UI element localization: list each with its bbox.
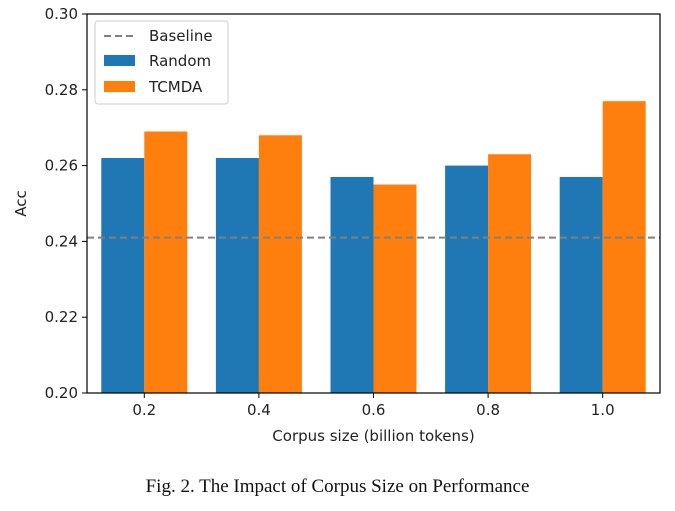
bar-random-1.0	[559, 176, 603, 393]
legend-random-swatch	[104, 55, 135, 66]
figure-caption: Fig. 2. The Impact of Corpus Size on Per…	[145, 476, 530, 497]
bar-tcmda-0.4	[258, 135, 302, 393]
x-tick-label: 0.8	[476, 401, 500, 419]
legend-baseline-label: Baseline	[149, 27, 213, 45]
y-tick-label: 0.24	[45, 232, 78, 250]
legend-tcmda-label: TCMDA	[148, 78, 203, 96]
y-axis: 0.20 0.22 0.24 0.26 0.28 0.30	[45, 5, 87, 402]
bar-random-0.8	[445, 165, 489, 393]
bar-tcmda-0.8	[488, 154, 532, 393]
bar-chart: 0.20 0.22 0.24 0.26 0.28 0.30 0.2 0.4 0.6 0.8 1.0…	[12, 5, 661, 445]
x-tick-label: 1.0	[591, 401, 615, 419]
legend-random-label: Random	[149, 52, 211, 70]
bar-random-0.6	[330, 176, 374, 393]
bar-tcmda-0.2	[144, 131, 188, 394]
legend-tcmda-swatch	[104, 81, 135, 92]
series-random-bars	[101, 158, 603, 393]
bar-tcmda-0.6	[373, 184, 417, 393]
x-tick-label: 0.2	[132, 401, 156, 419]
y-tick-label: 0.30	[45, 5, 78, 23]
y-tick-label: 0.22	[45, 308, 78, 326]
x-axis-label: Corpus size (billion tokens)	[272, 427, 474, 445]
y-axis-label: Acc	[12, 190, 30, 217]
bar-random-0.4	[215, 158, 259, 393]
x-tick-label: 0.6	[362, 401, 386, 419]
bar-tcmda-1.0	[602, 101, 646, 394]
y-tick-label: 0.28	[45, 81, 78, 99]
x-tick-label: 0.4	[247, 401, 271, 419]
bar-random-0.2	[101, 158, 145, 393]
legend: Baseline Random TCMDA	[94, 20, 229, 105]
series-tcmda-bars	[144, 101, 646, 394]
y-tick-label: 0.26	[45, 157, 78, 175]
y-tick-label: 0.20	[45, 384, 78, 402]
x-axis: 0.2 0.4 0.6 0.8 1.0	[132, 393, 615, 419]
